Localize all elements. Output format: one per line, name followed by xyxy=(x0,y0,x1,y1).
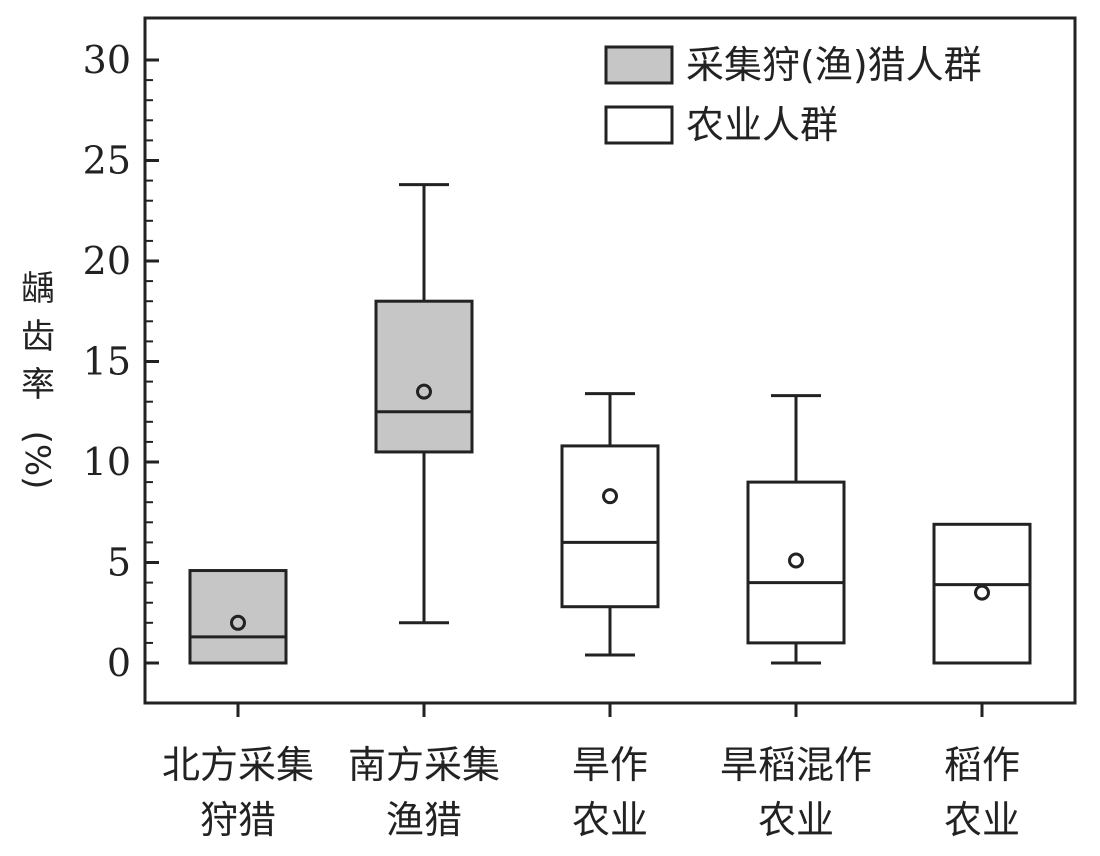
x-tick-label: 狩猎 xyxy=(200,798,276,842)
box-body xyxy=(932,522,1032,665)
y-tick-label: 5 xyxy=(107,541,131,585)
mean-marker xyxy=(230,614,246,631)
legend-swatch xyxy=(604,105,674,145)
y-axis-label-part: 龋 xyxy=(21,269,55,309)
box-body xyxy=(746,480,846,645)
x-tick-label: 南方采集 xyxy=(348,743,500,787)
x-tick-label: 旱稻混作 xyxy=(720,743,872,787)
x-tick-label: 渔猎 xyxy=(386,798,462,842)
y-axis-label-part: 率 xyxy=(21,365,55,405)
y-tick-label: 10 xyxy=(83,440,131,484)
y-axis-label-part: 齿 xyxy=(21,317,55,357)
x-tick-label: 北方采集 xyxy=(162,743,314,787)
mean-marker xyxy=(416,383,432,400)
legend-swatch xyxy=(604,45,674,85)
box-4 xyxy=(746,394,846,665)
y-axis-label: 龋齿率 (%) xyxy=(17,269,57,489)
mean-marker xyxy=(974,584,990,601)
y-tick-label: 30 xyxy=(83,38,131,82)
y-tick-label: 20 xyxy=(83,239,131,283)
box-body xyxy=(374,299,474,454)
box-2 xyxy=(374,183,474,625)
y-tick-label: 25 xyxy=(83,139,131,183)
mean-marker xyxy=(788,552,804,569)
box-3 xyxy=(560,392,660,657)
x-tick-label: 农业 xyxy=(758,798,834,842)
legend-label: 农业人群 xyxy=(686,103,838,147)
x-tick-label: 稻作 xyxy=(944,743,1020,787)
y-tick-label: 0 xyxy=(107,641,131,685)
x-tick-label: 农业 xyxy=(572,798,648,842)
box-body xyxy=(560,444,660,609)
box-1 xyxy=(188,569,288,665)
y-tick-label: 15 xyxy=(83,340,131,384)
x-tick-label: 旱作 xyxy=(572,743,648,787)
boxes xyxy=(188,183,1032,665)
y-axis: 0 5 10 15 20 25 30 xyxy=(83,38,159,685)
y-axis-label-part: (%) xyxy=(17,431,57,490)
legend-label: 采集狩(渔)猎人群 xyxy=(686,43,982,87)
box-5 xyxy=(932,522,1032,665)
x-tick-label: 农业 xyxy=(944,798,1020,842)
mean-marker xyxy=(602,488,618,505)
